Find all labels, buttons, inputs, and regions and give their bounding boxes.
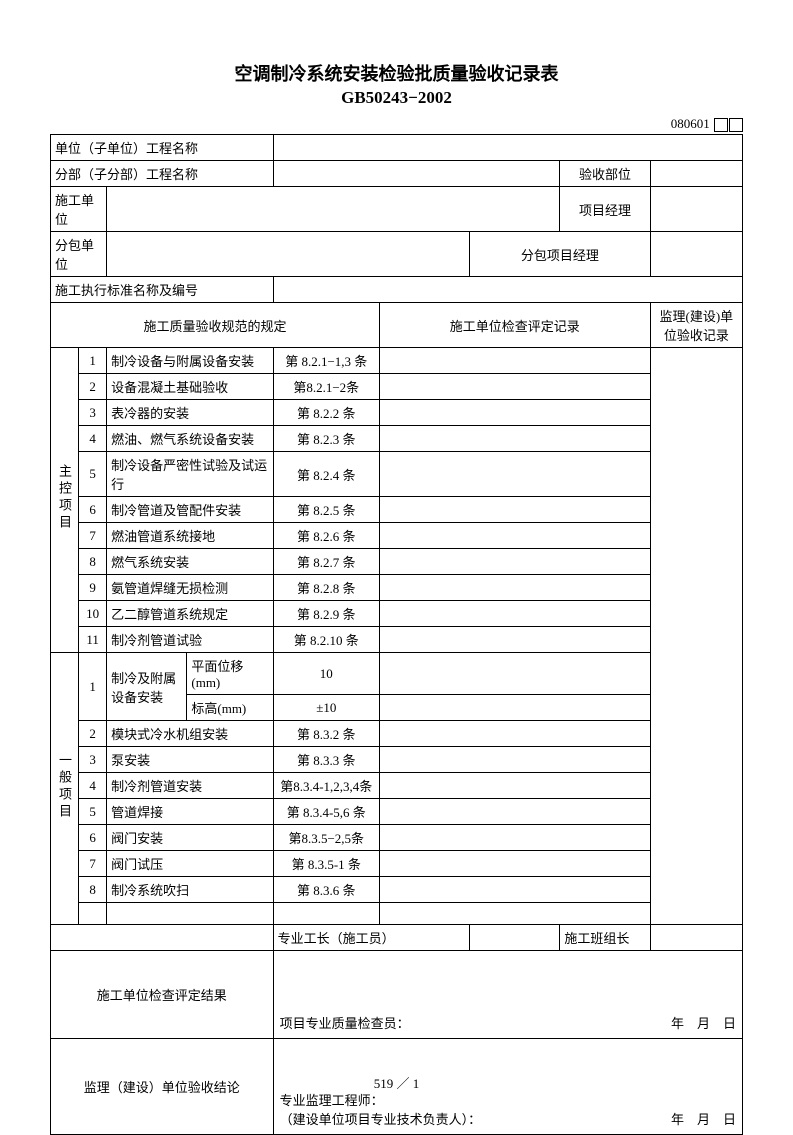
main-row-1: 主控项目 1 制冷设备与附属设备安装 第 8.2.1−1,3 条 xyxy=(51,348,743,374)
main-check-1 xyxy=(379,348,650,374)
main-row-9: 9氨管道焊缝无损检测第 8.2.8 条 xyxy=(51,575,743,601)
supervise-col xyxy=(650,348,742,925)
col-check: 施工单位检查评定记录 xyxy=(379,303,650,348)
unit-project-label: 单位（子单位）工程名称 xyxy=(51,135,274,161)
gen-row-9 xyxy=(51,903,743,925)
gen-row-8: 8制冷系统吹扫第 8.3.6 条 xyxy=(51,877,743,903)
pm-label: 项目经理 xyxy=(560,187,650,232)
main-clause-1: 第 8.2.1−1,3 条 xyxy=(273,348,379,374)
gen-row-5: 5管道焊接第 8.3.4-5,6 条 xyxy=(51,799,743,825)
standard-label: 施工执行标准名称及编号 xyxy=(51,277,274,303)
standard-value xyxy=(273,277,742,303)
main-row-5: 5制冷设备严密性试验及试运行第 8.2.4 条 xyxy=(51,452,743,497)
title-block: 空调制冷系统安装检验批质量验收记录表 GB50243−2002 xyxy=(50,60,743,108)
check-result-row: 施工单位检查评定结果 项目专业质量检查员： 年 月 日 xyxy=(51,951,743,1039)
construct-unit-label: 施工单位 xyxy=(51,187,107,232)
main-row-8: 8燃气系统安装第 8.2.7 条 xyxy=(51,549,743,575)
main-table: 单位（子单位）工程名称 分部（子分部）工程名称 验收部位 施工单位 项目经理 分… xyxy=(50,134,743,1135)
row-subcontract: 分包单位 分包项目经理 xyxy=(51,232,743,277)
row-standard: 施工执行标准名称及编号 xyxy=(51,277,743,303)
col-supervise: 监理(建设)单位验收记录 xyxy=(650,303,742,348)
main-group-label: 主控项目 xyxy=(51,348,79,653)
gen-row-7: 7阀门试压第 8.3.5-1 条 xyxy=(51,851,743,877)
general-group-label: 一般项目 xyxy=(51,653,79,925)
foreman-row: 专业工长（施工员） 施工班组长 xyxy=(51,925,743,951)
row-construct-unit: 施工单位 项目经理 xyxy=(51,187,743,232)
gen-row-3: 3泵安装第 8.3.3 条 xyxy=(51,747,743,773)
gen-row-2: 2模块式冷水机组安装第 8.3.2 条 xyxy=(51,721,743,747)
sub-project-label: 分部（子分部）工程名称 xyxy=(51,161,274,187)
sub-pm-value xyxy=(650,232,742,277)
sub-project-value xyxy=(273,161,560,187)
doc-code: 080601 xyxy=(671,116,710,131)
main-row-4: 4燃油、燃气系统设备安装第 8.2.3 条 xyxy=(51,426,743,452)
page: 空调制冷系统安装检验批质量验收记录表 GB50243−2002 080601 单… xyxy=(0,0,793,1122)
gen-row-6: 6阀门安装第8.3.5−2,5条 xyxy=(51,825,743,851)
row-col-headers: 施工质量验收规范的规定 施工单位检查评定记录 监理(建设)单位验收记录 xyxy=(51,303,743,348)
unit-project-value xyxy=(273,135,742,161)
subcontract-value xyxy=(107,232,470,277)
page-footer: 519 ／ 1 xyxy=(0,1073,793,1092)
check-result-block: 项目专业质量检查员： 年 月 日 xyxy=(273,951,742,1039)
row-sub-project: 分部（子分部）工程名称 验收部位 xyxy=(51,161,743,187)
main-no-1: 1 xyxy=(79,348,107,374)
main-desc-1: 制冷设备与附属设备安装 xyxy=(107,348,273,374)
accept-dept-label: 验收部位 xyxy=(560,161,650,187)
row-unit-project: 单位（子单位）工程名称 xyxy=(51,135,743,161)
code-box-2 xyxy=(729,118,743,132)
main-row-10: 10乙二醇管道系统规定第 8.2.9 条 xyxy=(51,601,743,627)
pm-value xyxy=(650,187,742,232)
subcontract-label: 分包单位 xyxy=(51,232,107,277)
gen-row-4: 4制冷剂管道安装第8.3.4-1,2,3,4条 xyxy=(51,773,743,799)
code-box-1 xyxy=(714,118,728,132)
col-spec: 施工质量验收规范的规定 xyxy=(51,303,380,348)
sub-pm-label: 分包项目经理 xyxy=(470,232,651,277)
check-result-label: 施工单位检查评定结果 xyxy=(51,951,274,1039)
main-row-6: 6制冷管道及管配件安装第 8.2.5 条 xyxy=(51,497,743,523)
main-row-11: 11制冷剂管道试验第 8.2.10 条 xyxy=(51,627,743,653)
doc-title: 空调制冷系统安装检验批质量验收记录表 xyxy=(50,60,743,86)
doc-subtitle: GB50243−2002 xyxy=(50,88,743,108)
main-row-2: 2设备混凝土基础验收第8.2.1−2条 xyxy=(51,374,743,400)
main-row-3: 3表冷器的安装第 8.2.2 条 xyxy=(51,400,743,426)
doc-code-row: 080601 xyxy=(50,116,743,132)
construct-unit-value xyxy=(107,187,560,232)
gen-row-1a: 一般项目 1 制冷及附属设备安装 平面位移(mm) 10 xyxy=(51,653,743,695)
accept-dept-value xyxy=(650,161,742,187)
main-row-7: 7燃油管道系统接地第 8.2.6 条 xyxy=(51,523,743,549)
